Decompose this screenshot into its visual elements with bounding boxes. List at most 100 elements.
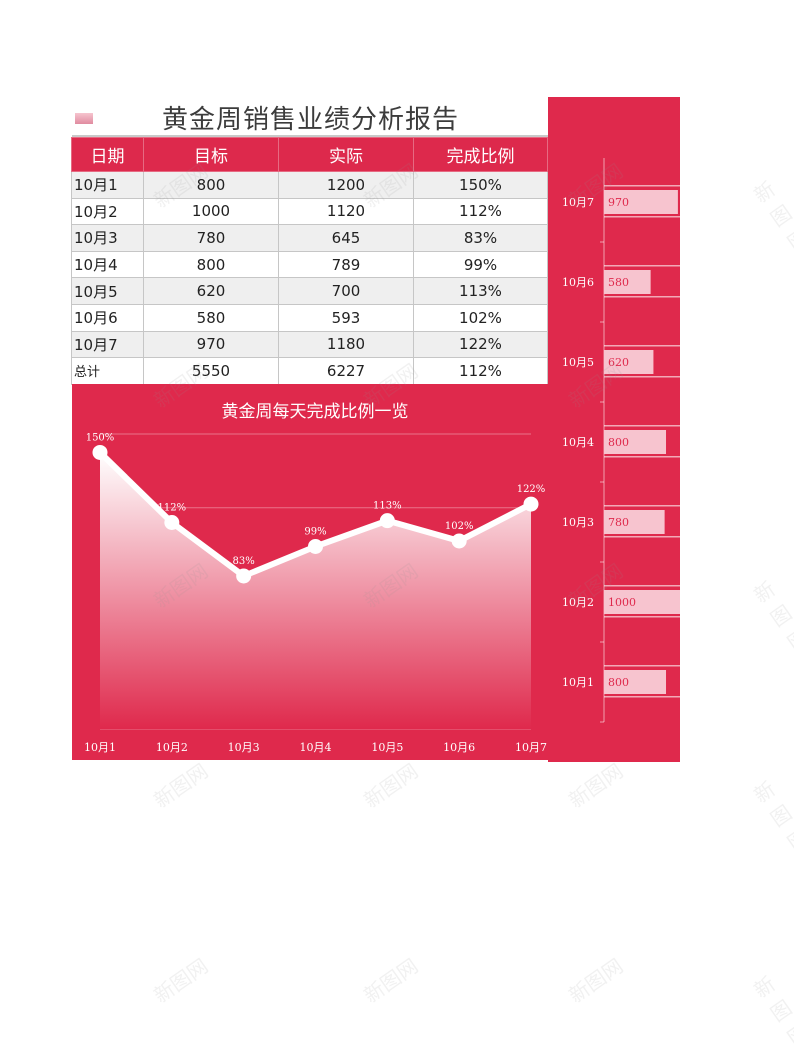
bar-separator — [604, 265, 680, 267]
x-tick-label: 10月6 — [443, 741, 475, 754]
data-point — [164, 515, 180, 530]
cell-target: 620 — [143, 277, 279, 305]
data-point — [451, 533, 467, 549]
target-bar-chart: 800 10月1 1000 10月2 780 10月3 800 10月4 620 10月5 580 1… — [562, 158, 680, 723]
cell-date: 10月3 — [71, 224, 144, 252]
cell-date: 10月7 — [71, 330, 144, 359]
table-row: 10月7 970 1180 122% — [71, 330, 548, 359]
watermark: 新图网 — [564, 953, 628, 1008]
header-actual: 实际 — [278, 137, 414, 172]
table-row: 10月2 1000 1120 112% — [71, 197, 548, 226]
bar — [604, 590, 680, 614]
y-tick-label: 10月7 — [562, 196, 594, 209]
data-point — [308, 538, 323, 554]
x-tick-label: 10月7 — [515, 741, 547, 754]
cell-actual: 789 — [278, 250, 414, 279]
cell-ratio: 83% — [413, 224, 548, 252]
bar-separator — [604, 425, 680, 427]
title-divider — [72, 135, 548, 137]
bar-value-label: 800 — [608, 436, 629, 449]
data-label: 102% — [445, 521, 474, 532]
y-tick-label: 10月6 — [562, 276, 594, 289]
bar — [604, 190, 678, 214]
bar-separator — [604, 616, 680, 618]
x-tick-label: 10月4 — [300, 741, 332, 754]
cell-total-actual: 6227 — [278, 357, 414, 385]
cell-target: 580 — [143, 303, 279, 332]
chart-title: 黄金周每天完成比例一览 — [222, 402, 409, 422]
data-label: 150% — [86, 432, 115, 443]
watermark: 新图网 — [749, 176, 794, 256]
bar-separator — [604, 185, 680, 187]
bar-separator — [604, 456, 680, 458]
y-tick-label: 10月2 — [562, 596, 594, 609]
cell-total-label: 总计 — [71, 357, 144, 385]
table-row: 10月5 620 700 113% — [71, 277, 548, 305]
x-tick-label: 10月1 — [84, 741, 116, 754]
header-target: 目标 — [143, 137, 279, 172]
cell-date: 10月1 — [71, 171, 144, 199]
cell-target: 800 — [143, 171, 279, 199]
target-bar-chart-panel: 800 10月1 1000 10月2 780 10月3 800 10月4 620 10月5 580 1… — [548, 97, 680, 762]
table-header-row: 日期 目标 实际 完成比例 — [71, 137, 548, 172]
cell-target: 800 — [143, 250, 279, 279]
cell-actual: 645 — [278, 224, 414, 252]
cell-actual: 1200 — [278, 171, 414, 199]
bar-separator — [604, 665, 680, 667]
watermark: 新图网 — [749, 576, 794, 656]
sales-table: 日期 目标 实际 完成比例 10月1 800 1200 150% 10月2 10… — [71, 137, 548, 385]
bar-separator — [604, 345, 680, 347]
cell-date: 10月2 — [71, 197, 144, 226]
cell-target: 970 — [143, 330, 279, 359]
y-tick-label: 10月4 — [562, 436, 594, 449]
data-label: 83% — [233, 556, 255, 567]
bar-separator — [604, 696, 680, 698]
bar-separator — [604, 505, 680, 507]
cell-ratio: 102% — [413, 303, 548, 332]
bar-separator — [604, 376, 680, 378]
cell-total-ratio: 112% — [413, 357, 548, 385]
table-row: 10月6 580 593 102% — [71, 303, 548, 332]
cell-date: 10月6 — [71, 303, 144, 332]
cell-ratio: 122% — [413, 330, 548, 359]
watermark: 新图网 — [749, 971, 794, 1051]
watermark: 新图网 — [749, 776, 794, 856]
header-date: 日期 — [71, 137, 144, 172]
cell-date: 10月5 — [71, 277, 144, 305]
y-tick-label: 10月5 — [562, 356, 594, 369]
table-total-row: 总计 5550 6227 112% — [71, 357, 548, 385]
cell-total-target: 5550 — [143, 357, 279, 385]
bar-value-label: 1000 — [608, 596, 636, 609]
cell-target: 1000 — [143, 197, 279, 226]
bar — [604, 350, 654, 374]
x-tick-label: 10月2 — [156, 741, 188, 754]
bar-separator — [604, 536, 680, 538]
watermark: 新图网 — [149, 758, 213, 813]
table-row: 10月1 800 1200 150% — [71, 171, 548, 199]
data-point — [236, 568, 252, 584]
bar-value-label: 780 — [608, 516, 629, 529]
data-label: 122% — [517, 484, 546, 495]
x-tick-label: 10月3 — [228, 741, 260, 754]
x-tick-label: 10月5 — [371, 741, 403, 754]
bar-value-label: 970 — [608, 196, 629, 209]
watermark: 新图网 — [149, 953, 213, 1008]
cell-actual: 700 — [278, 277, 414, 305]
data-point — [92, 444, 108, 460]
completion-area-chart: 黄金周每天完成比例一览 150% 10月1 112% 10月2 83% 10月3 99% 10… — [84, 402, 547, 754]
table-row: 10月3 780 645 83% — [71, 224, 548, 252]
cell-date: 10月4 — [71, 250, 144, 279]
cell-actual: 593 — [278, 303, 414, 332]
bar — [604, 670, 667, 694]
y-tick-label: 10月1 — [562, 676, 594, 689]
bar-value-label: 620 — [608, 356, 629, 369]
cell-target: 780 — [143, 224, 279, 252]
header-ratio: 完成比例 — [413, 137, 548, 172]
cell-actual: 1180 — [278, 330, 414, 359]
watermark: 新图网 — [564, 758, 628, 813]
watermark: 新图网 — [359, 953, 423, 1008]
bar-separator — [604, 216, 680, 218]
data-point — [523, 496, 539, 512]
data-point — [379, 513, 395, 529]
bar-separator — [604, 296, 680, 298]
